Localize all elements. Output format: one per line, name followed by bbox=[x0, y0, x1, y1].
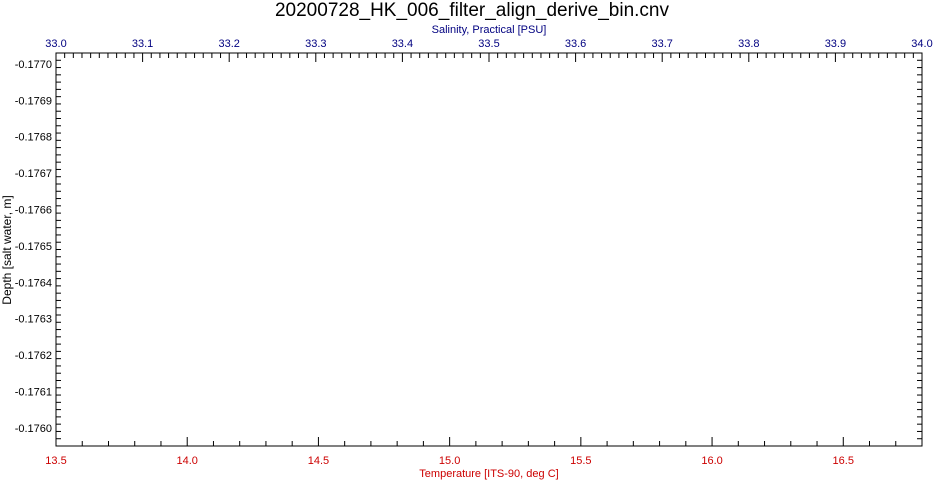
top-x-tick-label: 33.1 bbox=[132, 38, 153, 50]
bottom-x-axis: 13.5 14.0 14.5 15.0 15.5 16.0 16.5 bbox=[45, 437, 923, 467]
bottom-x-tick-label: 15.0 bbox=[439, 455, 460, 467]
top-x-tick-label: 33.9 bbox=[825, 38, 846, 50]
y-tick-label: -0.1767 bbox=[15, 168, 52, 180]
y-axis: -0.1770 -0.1769 -0.1768 -0.1767 -0.1766 -0.17… bbox=[15, 52, 922, 447]
top-x-tick-label: 33.6 bbox=[565, 38, 586, 50]
y-axis-label: Depth [salt water, m] bbox=[0, 195, 14, 304]
y-tick-label: -0.1766 bbox=[15, 204, 52, 216]
y-tick-label: -0.1760 bbox=[15, 423, 52, 435]
plot-area bbox=[55, 52, 923, 447]
y-tick-label: -0.1770 bbox=[15, 59, 52, 71]
top-x-axis-label: Salinity, Practical [PSU] bbox=[432, 24, 547, 36]
y-tick-label: -0.1764 bbox=[15, 277, 52, 289]
y-tick-label: -0.1761 bbox=[15, 386, 52, 398]
top-x-axis: 33.0 33.1 33.2 33.3 33.4 33.5 33.6 33.7 33.8 33.9… bbox=[45, 38, 933, 62]
top-x-tick-label: 33.0 bbox=[45, 38, 66, 50]
bottom-x-axis-label: Temperature [ITS-90, deg C] bbox=[419, 468, 558, 480]
top-x-tick-label: 33.4 bbox=[392, 38, 413, 50]
y-tick-label: -0.1762 bbox=[15, 350, 52, 362]
bottom-x-tick-label: 15.5 bbox=[570, 455, 591, 467]
bottom-x-tick-label: 14.0 bbox=[177, 455, 198, 467]
top-x-tick-label: 33.7 bbox=[651, 38, 672, 50]
bottom-x-tick-label: 14.5 bbox=[308, 455, 329, 467]
y-tick-label: -0.1769 bbox=[15, 95, 52, 107]
top-x-tick-label: 33.3 bbox=[305, 38, 326, 50]
top-x-tick-label: 33.8 bbox=[738, 38, 759, 50]
bottom-x-tick-label: 16.5 bbox=[833, 455, 854, 467]
top-x-tick-label: 34.0 bbox=[911, 38, 932, 50]
bottom-x-tick-label: 16.0 bbox=[701, 455, 722, 467]
bottom-x-tick-label: 13.5 bbox=[45, 455, 66, 467]
top-x-tick-label: 33.2 bbox=[218, 38, 239, 50]
y-tick-label: -0.1763 bbox=[15, 314, 52, 326]
chart-title: 20200728_HK_006_filter_align_derive_bin.… bbox=[274, 0, 670, 21]
y-tick-label: -0.1765 bbox=[15, 241, 52, 253]
top-x-tick-label: 33.5 bbox=[478, 38, 499, 50]
y-tick-label: -0.1768 bbox=[15, 132, 52, 144]
